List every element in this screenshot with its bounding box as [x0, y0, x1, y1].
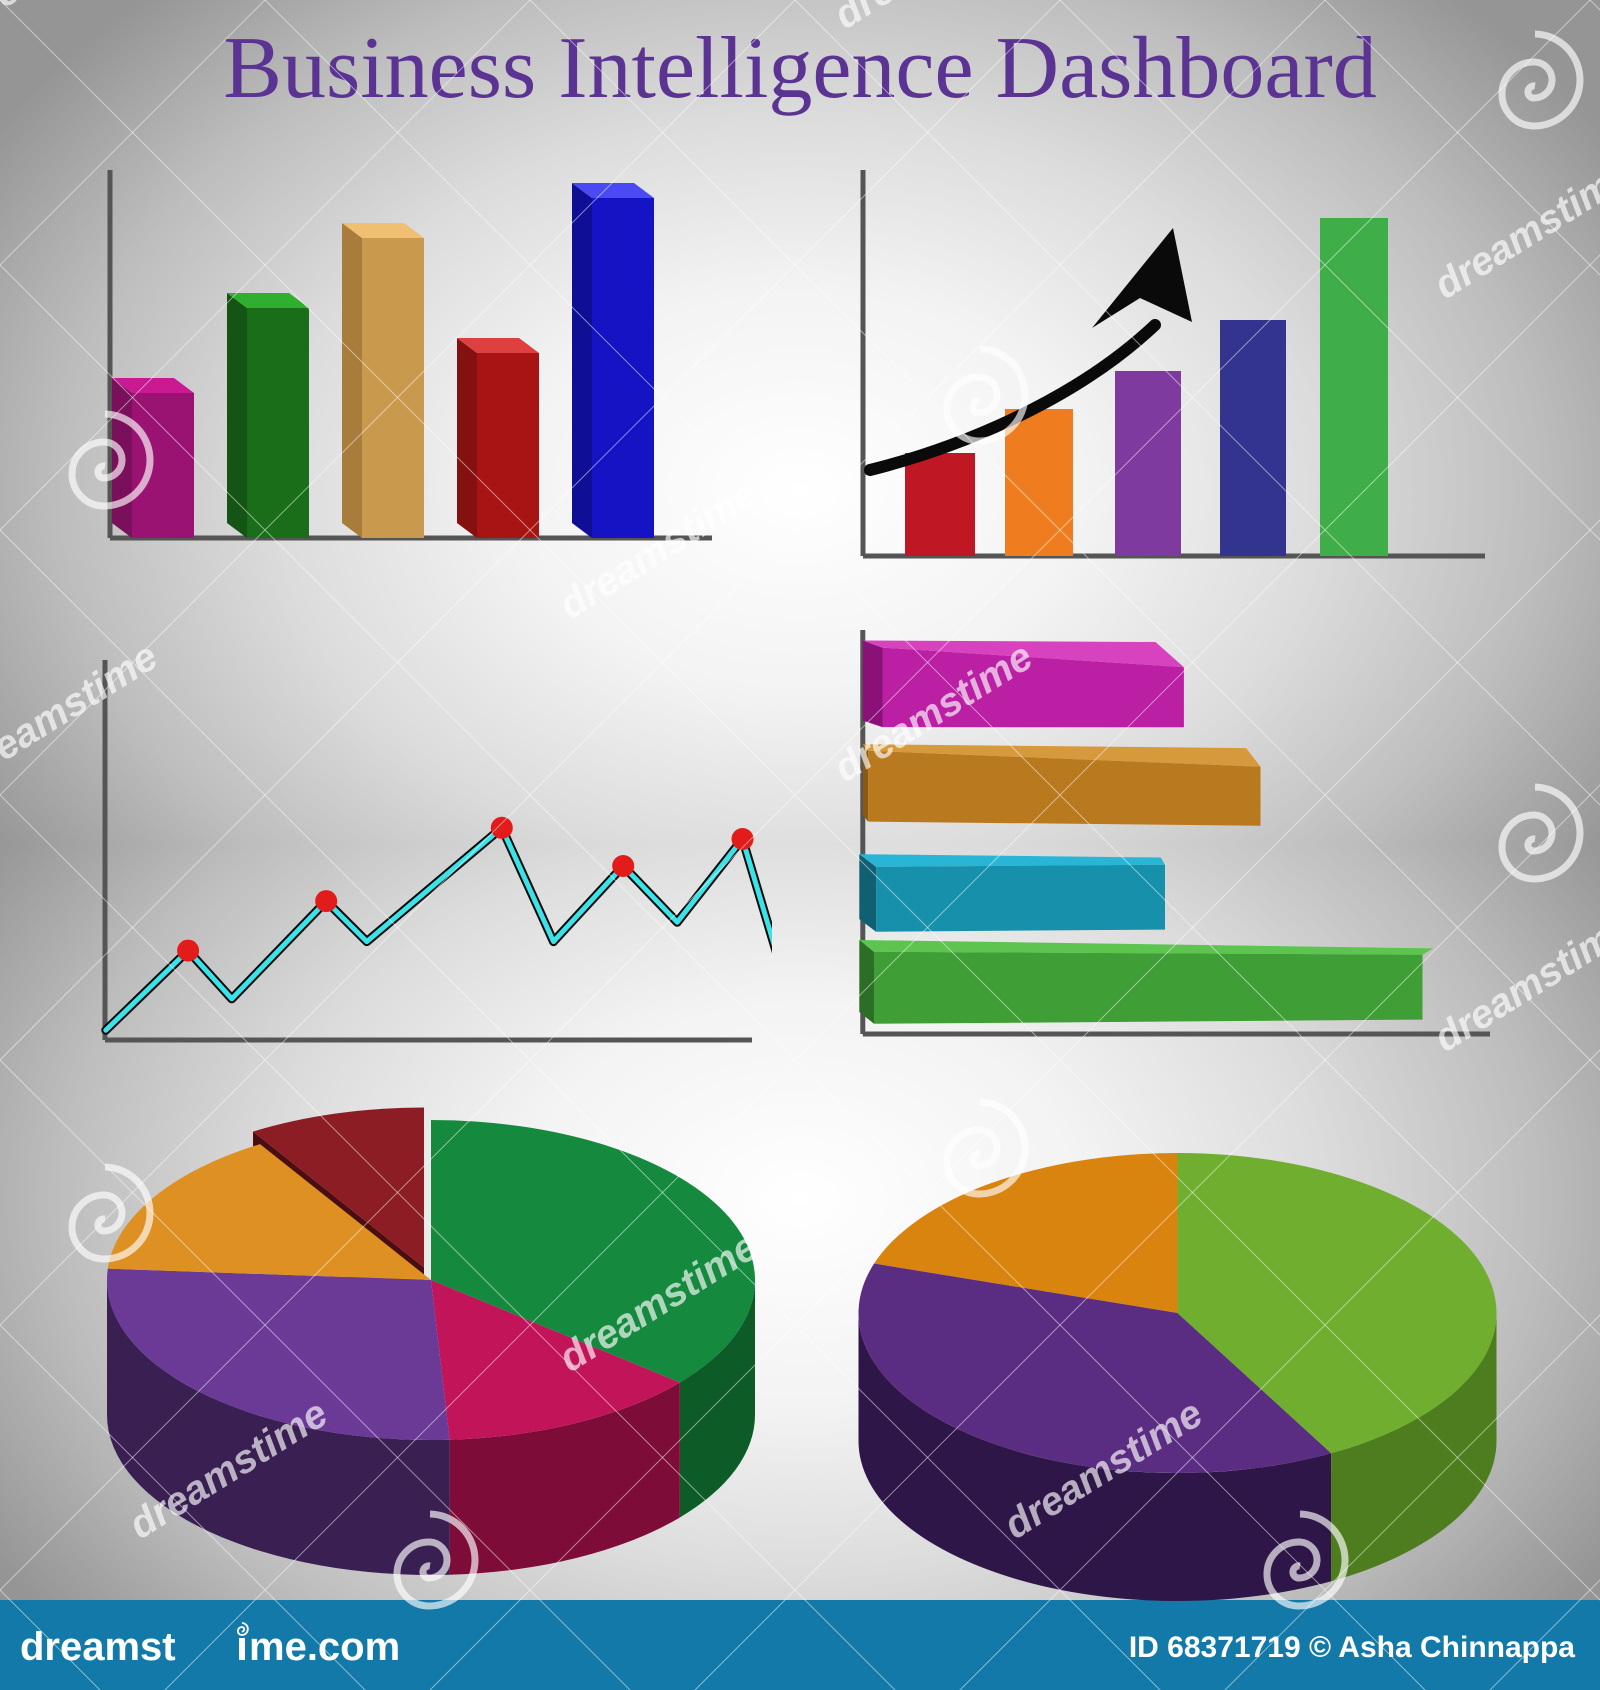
svg-text:me.com: me.com — [249, 1625, 400, 1669]
svg-text:dreamst: dreamst — [20, 1625, 176, 1669]
